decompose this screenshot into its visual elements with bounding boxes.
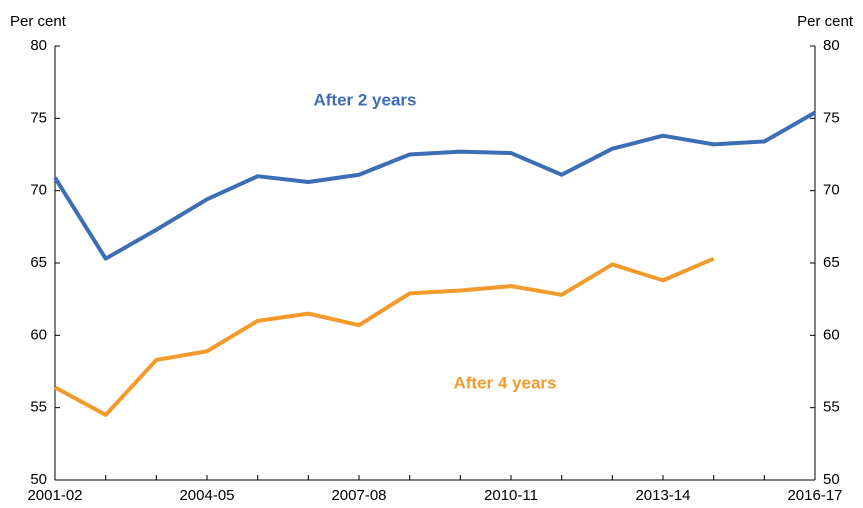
y2-tick-label: 70 — [823, 182, 840, 199]
y2-tick-label: 65 — [823, 254, 840, 271]
x-tick-label: 2013-14 — [635, 487, 690, 504]
line-series — [54, 256, 715, 417]
y2-tick-label: 80 — [823, 37, 840, 54]
y2-tick-label: 50 — [823, 471, 840, 488]
y-tick-label: 80 — [30, 37, 47, 54]
x-tick-label: 2016-17 — [787, 487, 842, 504]
y-tick-label: 70 — [30, 182, 47, 199]
series-label: After 4 years — [453, 373, 556, 392]
y2-tick-label: 75 — [823, 109, 840, 126]
x-tick-label: 2004-05 — [179, 487, 234, 504]
y2-axis-label: Per cent — [797, 13, 854, 30]
y-axis-label: Per cent — [10, 13, 67, 30]
x-tick-label: 2001-02 — [27, 487, 82, 504]
line-series — [53, 110, 816, 261]
y-tick-label: 50 — [30, 471, 47, 488]
y-tick-label: 60 — [30, 326, 47, 343]
y2-tick-label: 60 — [823, 326, 840, 343]
y-tick-label: 65 — [30, 254, 47, 271]
y-tick-label: 55 — [30, 399, 47, 416]
y-tick-label: 75 — [30, 109, 47, 126]
x-tick-label: 2007-08 — [331, 487, 386, 504]
x-tick-label: 2010-11 — [484, 487, 538, 504]
series-label: After 2 years — [313, 90, 416, 109]
y2-tick-label: 55 — [823, 399, 840, 416]
